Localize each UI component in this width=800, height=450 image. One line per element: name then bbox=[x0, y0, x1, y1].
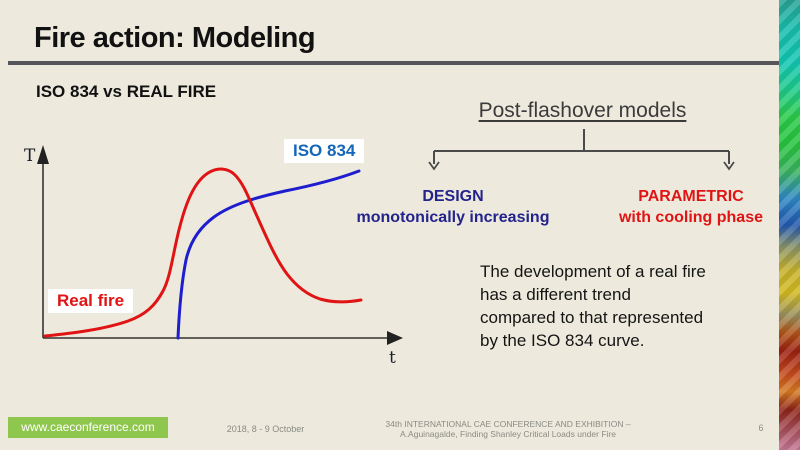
design-branch: DESIGN monotonically increasing bbox=[348, 186, 558, 228]
page-title: Fire action: Modeling bbox=[34, 22, 316, 54]
post-flashover-heading: Post-flashover models bbox=[478, 99, 687, 122]
conference-website-link[interactable]: www.caeconference.com bbox=[8, 417, 168, 438]
iso834-curve bbox=[176, 169, 361, 340]
y-axis-label: T bbox=[24, 146, 36, 166]
page-number: 6 bbox=[758, 423, 764, 433]
slide-subtitle: ISO 834 vs REAL FIRE bbox=[36, 82, 217, 101]
footer-date: 2018, 8 - 9 October bbox=[226, 424, 305, 434]
footer-conference-info: 34th INTERNATIONAL CAE CONFERENCE AND EX… bbox=[385, 419, 631, 439]
design-branch-subtitle: monotonically increasing bbox=[356, 209, 550, 226]
iso834-curve-label: ISO 834 bbox=[284, 139, 365, 163]
real-fire-curve-label: Real fire bbox=[48, 289, 134, 313]
parametric-branch-title: PARAMETRIC bbox=[638, 188, 744, 205]
y-axis-arrow-icon bbox=[37, 145, 49, 164]
design-branch-title: DESIGN bbox=[422, 188, 484, 205]
x-axis-label: t bbox=[389, 348, 396, 368]
decorative-mosaic-strip bbox=[779, 0, 800, 450]
real-fire-curve bbox=[43, 167, 363, 338]
x-axis-arrow-icon bbox=[387, 331, 403, 345]
down-arrow-left-icon bbox=[428, 161, 440, 171]
parametric-branch: PARAMETRIC with cooling phase bbox=[586, 186, 796, 228]
down-arrow-right-icon bbox=[723, 161, 735, 171]
title-divider bbox=[8, 61, 779, 65]
parametric-branch-subtitle: with cooling phase bbox=[618, 209, 763, 226]
body-paragraph: The development of a real fire has a dif… bbox=[480, 262, 706, 350]
